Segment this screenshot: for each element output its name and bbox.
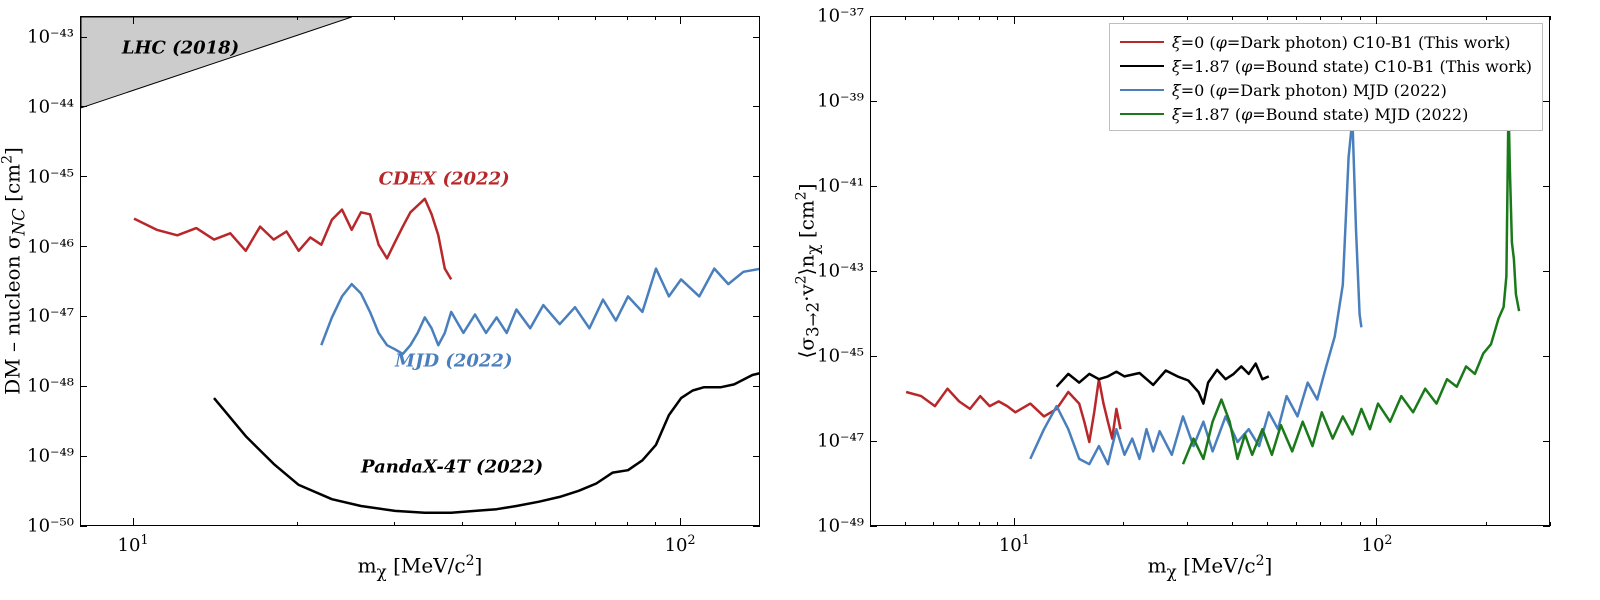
ytick-label: 10⁻⁴⁵ (817, 346, 864, 367)
series-CDEX (134, 199, 451, 280)
left-xlabel: mχ [MeV/c2] (358, 553, 483, 582)
series-green (1183, 102, 1519, 464)
ytick-label: 10⁻⁵⁰ (27, 516, 74, 537)
ytick-label: 10⁻⁴⁷ (817, 431, 864, 452)
left-plot-area: CDEX (2022) MJD (2022) PandaX-4T (2022) LHC… (80, 16, 760, 526)
right-xlabel: mχ [MeV/c2] (1148, 553, 1273, 582)
legend: ξ=0 (φ=Dark photon) C10-B1 (This work)ξ=… (1109, 23, 1543, 131)
left-svg: CDEX (2022) MJD (2022) PandaX-4T (2022) LHC… (81, 17, 760, 526)
ytick-label: 10⁻⁴³ (27, 27, 74, 48)
legend-item: ξ=0 (φ=Dark photon) MJD (2022) (1120, 78, 1532, 102)
right-subplot: ξ=0 (φ=Dark photon) C10-B1 (This work)ξ=… (870, 16, 1550, 526)
lhc-label: LHC (2018) (121, 38, 239, 59)
series-PandaX-4T (214, 373, 760, 513)
xtick-label: 102 (665, 532, 696, 556)
ytick-label: 10⁻³⁷ (817, 6, 864, 27)
figure: CDEX (2022) MJD (2022) PandaX-4T (2022) LHC… (0, 0, 1600, 600)
annotation: PandaX-4T (2022) (360, 457, 543, 478)
xtick-label: 101 (118, 532, 149, 556)
ytick-label: 10⁻⁴¹ (817, 176, 864, 197)
ytick-label: 10⁻³⁹ (817, 91, 864, 112)
ytick-label: 10⁻⁴⁹ (27, 446, 74, 467)
ytick-label: 10⁻⁴⁴ (27, 96, 74, 117)
series-blue (1030, 119, 1361, 464)
legend-item: ξ=1.87 (φ=Bound state) MJD (2022) (1120, 102, 1532, 126)
xtick-label: 102 (1362, 532, 1393, 556)
series-red (906, 379, 1120, 442)
ytick-label: 10⁻⁴³ (817, 261, 864, 282)
ytick-label: 10⁻⁴⁵ (27, 166, 74, 187)
annotation: MJD (2022) (394, 350, 512, 371)
legend-item: ξ=0 (φ=Dark photon) C10-B1 (This work) (1120, 30, 1532, 54)
legend-item: ξ=1.87 (φ=Bound state) C10-B1 (This work… (1120, 54, 1532, 78)
ytick-label: 10⁻⁴⁷ (27, 306, 74, 327)
ytick-label: 10⁻⁴⁶ (27, 236, 74, 257)
left-subplot: CDEX (2022) MJD (2022) PandaX-4T (2022) LHC… (80, 16, 760, 526)
series-black (1057, 364, 1269, 404)
xtick-label: 101 (999, 532, 1030, 556)
series-MJD (321, 269, 760, 354)
left-ylabel: DM – nucleon σNC [cm2] (0, 147, 28, 395)
annotation: CDEX (2022) (379, 169, 510, 190)
ytick-label: 10⁻⁴⁸ (27, 376, 74, 397)
ytick-label: 10⁻⁴⁹ (817, 516, 864, 537)
right-plot-area: ξ=0 (φ=Dark photon) C10-B1 (This work)ξ=… (870, 16, 1550, 526)
